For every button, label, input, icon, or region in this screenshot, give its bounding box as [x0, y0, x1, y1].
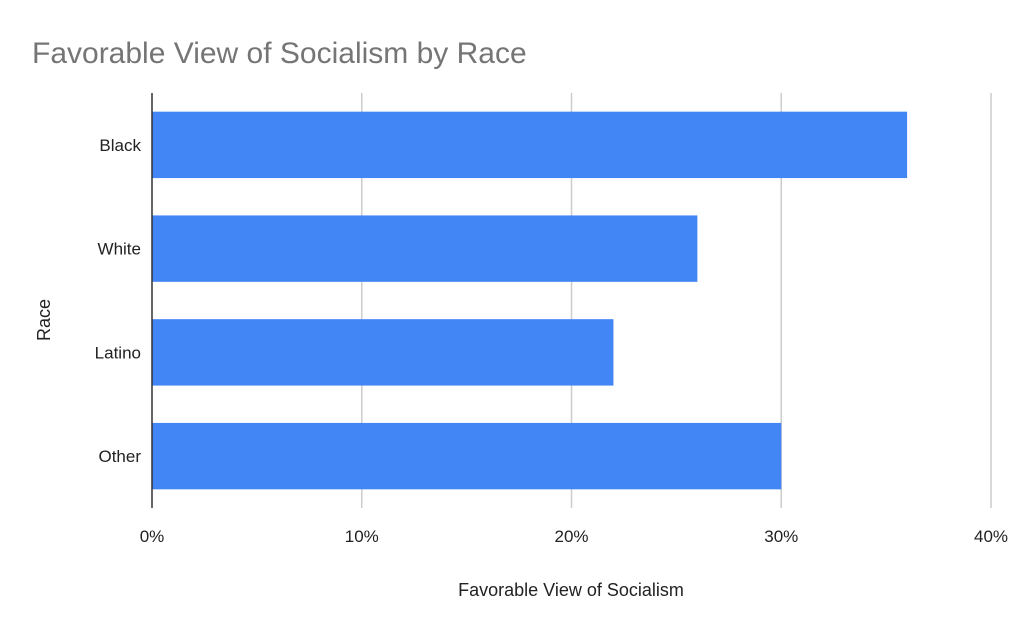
x-axis-title: Favorable View of Socialism [458, 580, 684, 600]
category-labels: Black White Latino Other [95, 136, 142, 466]
bar-white [152, 215, 698, 282]
x-tick-label: 10% [345, 527, 379, 546]
bar-latino [152, 319, 614, 386]
bar-black [152, 111, 908, 179]
x-tick-label: 0% [140, 527, 165, 546]
x-tick-label: 40% [974, 527, 1008, 546]
category-label-black: Black [99, 136, 141, 155]
x-tick-labels: 0% 10% 20% 30% 40% [140, 527, 1008, 546]
x-tick-label: 30% [764, 527, 798, 546]
y-axis-title: Race [34, 299, 54, 341]
category-label-latino: Latino [95, 343, 141, 362]
x-tick-label: 20% [554, 527, 588, 546]
category-label-other: Other [98, 447, 141, 466]
bars [152, 111, 908, 490]
chart-title: Favorable View of Socialism by Race [32, 37, 527, 70]
bar-other [152, 422, 782, 490]
category-label-white: White [98, 240, 141, 259]
